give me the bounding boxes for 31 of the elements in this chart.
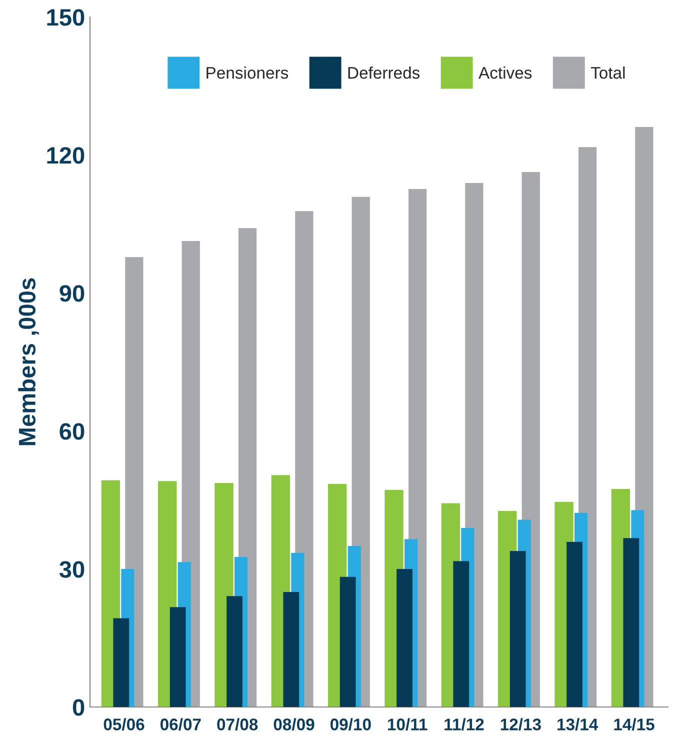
bar xyxy=(623,538,640,707)
x-tick-label: 05/06 xyxy=(104,718,144,731)
y-tick-label: 120 xyxy=(47,147,84,164)
legend-label: Total xyxy=(590,66,625,79)
y-tick-label: 30 xyxy=(59,561,84,578)
x-tick-label: 08/09 xyxy=(274,718,314,731)
x-tick-label: 12/13 xyxy=(500,718,541,731)
x-tick-label: 14/15 xyxy=(614,718,654,731)
bar xyxy=(510,551,526,707)
bar xyxy=(566,542,582,707)
bar xyxy=(170,607,186,707)
y-tick-label: 150 xyxy=(47,9,84,26)
y-tick-label: 60 xyxy=(60,423,84,440)
x-tick-label: 06/07 xyxy=(160,718,201,731)
x-tick-label: 13/14 xyxy=(558,718,598,731)
y-tick-label: 90 xyxy=(60,285,84,302)
bar xyxy=(396,569,412,707)
bar xyxy=(453,561,470,707)
x-tick-label: 10/11 xyxy=(388,718,428,731)
y-tick-label: 0 xyxy=(72,699,84,716)
legend-label: Deferreds xyxy=(348,66,420,79)
legend-label: Actives xyxy=(478,66,532,79)
bar xyxy=(113,618,130,707)
y-axis-title: Members ,000s xyxy=(18,278,39,446)
x-tick-label: 09/10 xyxy=(330,718,371,731)
x-tick-label: 07/08 xyxy=(217,718,258,731)
legend-label: Pensioners xyxy=(206,66,288,79)
bar xyxy=(340,576,356,707)
x-tick-label: 11/12 xyxy=(444,718,484,731)
bar xyxy=(283,592,300,707)
bar xyxy=(226,596,242,707)
